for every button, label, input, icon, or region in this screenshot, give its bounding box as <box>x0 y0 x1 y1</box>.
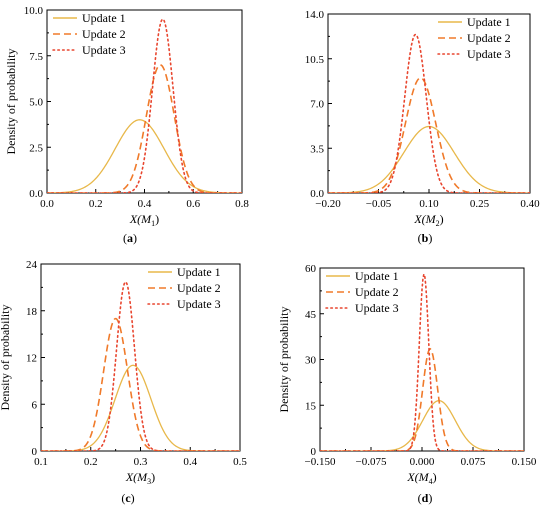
series-line-update-2 <box>41 317 240 451</box>
x-axis-label: X(M3) <box>125 470 155 486</box>
x-tick-label: 0.6 <box>186 198 200 210</box>
x-tick-label: 0.10 <box>419 198 439 210</box>
y-tick-label: 2.5 <box>29 142 43 154</box>
x-tick-label: −0.20 <box>315 198 341 210</box>
x-axis-label-end: ) <box>440 212 444 226</box>
plot-frame <box>46 9 243 194</box>
y-tick-label: 10.5 <box>305 54 325 66</box>
legend-label-update-1: Update 1 <box>82 11 126 25</box>
y-tick-label: 5.0 <box>29 97 43 109</box>
x-tick-label: 0.3 <box>134 456 148 468</box>
x-axis-label-sub: 3 <box>147 477 151 486</box>
series-line-update-1 <box>320 400 524 451</box>
panel-caption: (b) <box>418 231 433 245</box>
y-tick-label: 0.0 <box>29 188 43 200</box>
legend-label-update-2: Update 2 <box>177 281 221 295</box>
legend-label-update-2: Update 2 <box>467 31 511 45</box>
x-tick-label: −0.075 <box>356 456 387 468</box>
series-line-update-2 <box>320 347 524 451</box>
y-axis-label: Density of probability <box>0 305 12 411</box>
y-tick-label: 0 <box>32 446 38 458</box>
panel-caption: (a) <box>123 231 137 245</box>
x-axis-label-end: ) <box>433 470 437 484</box>
legend-label-update-3: Update 3 <box>177 297 221 311</box>
x-axis-label-sub: 4 <box>429 477 433 486</box>
x-axis-label-sub: 1 <box>151 219 155 228</box>
chart-panel-b: −0.20 −0.05 0.10 0.25 0.40 0.0 3.5 7.0 10.5 14.0 X… <box>305 9 540 245</box>
y-axis-label: Density of probability <box>277 307 291 413</box>
y-axis-label: Density of probability <box>4 49 18 155</box>
legend-label-update-2: Update 2 <box>355 285 399 299</box>
y-tick-label: 3.5 <box>310 143 324 155</box>
x-tick-label: 0.5 <box>233 456 247 468</box>
x-tick-label: 0.150 <box>512 456 537 468</box>
x-tick-label: 0.1 <box>34 456 48 468</box>
x-axis-label: X(M1) <box>129 212 159 228</box>
chart-panel-c: 0.1 0.2 0.3 0.4 0.5 0 6 12 18 24 Density of probab… <box>0 259 247 505</box>
x-tick-label: 0.8 <box>235 198 249 210</box>
y-tick-label: 14.0 <box>305 9 325 21</box>
y-tick-label: 24 <box>26 259 38 271</box>
y-tick-label: 10.0 <box>24 5 44 17</box>
chart-panel-d: −0.150 −0.075 0.000 0.075 0.150 0 15 30 45 60 Dens… <box>277 263 537 505</box>
y-tick-label: 30 <box>305 355 317 367</box>
x-axis-label: X(M4) <box>406 470 436 486</box>
y-tick-label: 6 <box>32 399 38 411</box>
x-axis-label-base: X(M <box>125 470 148 484</box>
y-tick-label: 12 <box>26 353 37 365</box>
y-tick-label: 18 <box>26 306 38 318</box>
y-tick-label: 7.0 <box>310 99 324 111</box>
x-tick-label: −0.05 <box>366 198 392 210</box>
x-tick-label: 0.2 <box>89 198 103 210</box>
x-tick-label: 0.000 <box>410 456 435 468</box>
y-tick-label: 0 <box>311 446 317 458</box>
y-tick-label: 60 <box>305 263 317 275</box>
x-axis-label-sub: 2 <box>436 219 440 228</box>
series-line-update-1 <box>328 125 530 193</box>
x-tick-label: −0.150 <box>305 456 336 468</box>
chart-panel-a: 0.0 0.2 0.4 0.6 0.8 0.0 2.5 5.0 7.5 10.0 Density o… <box>4 5 249 245</box>
x-tick-label: 0.075 <box>461 456 486 468</box>
legend-label-update-3: Update 3 <box>82 43 126 57</box>
y-tick-label: 15 <box>305 400 317 412</box>
series-line-update-2 <box>47 64 242 193</box>
x-axis-label: X(M2) <box>413 212 443 228</box>
legend-label-update-1: Update 1 <box>177 265 221 279</box>
x-tick-label: 0.4 <box>138 198 152 210</box>
series-line-update-3 <box>47 18 242 193</box>
x-tick-label: 0.25 <box>470 198 490 210</box>
y-tick-label: 45 <box>305 309 317 321</box>
x-tick-label: 0.2 <box>84 456 98 468</box>
y-tick-label: 0.0 <box>310 188 324 200</box>
series-line-update-3 <box>41 281 240 451</box>
legend-label-update-3: Update 3 <box>355 301 399 315</box>
x-axis-label-end: ) <box>151 470 155 484</box>
x-axis-label-base: X(M <box>129 212 152 226</box>
legend-label-update-2: Update 2 <box>82 27 126 41</box>
series-line-update-1 <box>47 119 242 193</box>
x-axis-label-base: X(M <box>406 470 429 484</box>
legend-label-update-1: Update 1 <box>355 269 399 283</box>
panel-caption: (d) <box>418 491 433 505</box>
x-axis-label-end: ) <box>155 212 159 226</box>
series-line-update-2 <box>328 77 530 193</box>
x-tick-label: 0.4 <box>183 456 197 468</box>
legend-label-update-1: Update 1 <box>467 15 511 29</box>
y-tick-label: 7.5 <box>29 51 43 63</box>
x-tick-label: 0.0 <box>40 198 54 210</box>
x-axis-label-base: X(M <box>413 212 436 226</box>
legend-label-update-3: Update 3 <box>467 47 511 61</box>
panel-caption: (c) <box>121 491 134 505</box>
series-line-update-3 <box>320 271 524 451</box>
x-tick-label: 0.40 <box>520 198 540 210</box>
